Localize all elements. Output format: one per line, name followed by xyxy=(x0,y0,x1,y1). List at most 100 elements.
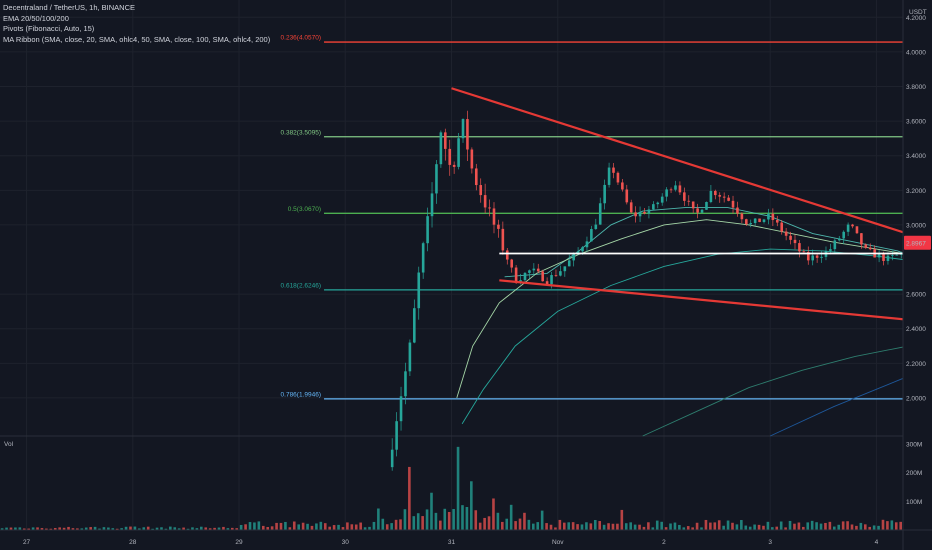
candle-body xyxy=(444,132,447,149)
volume-bar xyxy=(385,524,389,530)
candle-body xyxy=(784,231,788,236)
volume-bar xyxy=(894,522,898,530)
volume-bar xyxy=(306,523,309,530)
volume-bar xyxy=(266,527,270,530)
candle-body xyxy=(554,275,558,276)
volume-bar xyxy=(647,522,650,530)
volume-bar xyxy=(775,526,779,530)
volume-bar xyxy=(155,527,159,530)
volume-bar xyxy=(797,522,801,530)
volume-bar xyxy=(483,517,486,530)
volume-bar xyxy=(558,519,562,530)
volume-bar xyxy=(213,527,216,530)
candle-body xyxy=(435,164,438,194)
price-tick-label: 2.4000 xyxy=(906,326,926,333)
volume-bar xyxy=(102,527,106,530)
volume-bar xyxy=(833,526,836,530)
volume-bar xyxy=(53,527,57,530)
candle-body xyxy=(851,224,854,227)
price-axis-bg xyxy=(903,0,932,550)
volume-bar xyxy=(740,520,743,530)
time-tick-label: 3 xyxy=(768,539,772,546)
candle-body xyxy=(652,204,655,210)
volume-bar xyxy=(868,526,872,530)
candle-body xyxy=(505,250,509,260)
candle-body xyxy=(780,222,784,232)
candle-body xyxy=(647,209,651,214)
candle-body xyxy=(846,224,850,232)
volume-bar xyxy=(408,466,411,530)
candle-body xyxy=(820,256,823,258)
fib-label: 0.5(3.0670) xyxy=(288,206,321,213)
indicator-pivots[interactable]: Pivots (Fibonacci, Auto, 15) xyxy=(3,24,95,33)
candle-body xyxy=(837,238,841,241)
volume-bar xyxy=(425,509,429,530)
volume-bar xyxy=(40,528,44,530)
candle-body xyxy=(864,244,868,248)
volume-bar xyxy=(545,523,548,530)
volume-bar xyxy=(576,524,579,530)
volume-bar xyxy=(49,528,53,530)
candle-body xyxy=(643,211,646,214)
candle-body xyxy=(501,228,505,251)
candle-body xyxy=(811,255,814,261)
candle-body xyxy=(528,270,531,273)
fib-label: 0.236(4.0570) xyxy=(281,35,321,42)
candle-body xyxy=(714,190,717,196)
volume-bar xyxy=(709,522,712,530)
volume-bar xyxy=(381,518,385,530)
trendlines[interactable] xyxy=(451,87,932,349)
candle-body xyxy=(413,308,416,343)
volume-bar xyxy=(71,528,75,530)
volume-bar xyxy=(735,524,739,530)
volume-bar xyxy=(111,528,115,530)
volume-bar xyxy=(731,522,734,530)
volume-bar xyxy=(279,522,283,530)
candle-body xyxy=(470,149,474,169)
candle-body xyxy=(399,396,403,422)
volume-bar xyxy=(217,527,221,530)
candle-body xyxy=(567,260,571,267)
candle-body xyxy=(497,224,500,229)
volume-bar xyxy=(611,523,615,530)
time-tick-label: 30 xyxy=(342,539,350,546)
volume-bar xyxy=(399,519,402,530)
indicator-ema[interactable]: EMA 20/50/100/200 xyxy=(3,13,69,23)
volume-bar xyxy=(824,522,827,530)
volume-bar xyxy=(474,510,478,530)
volume-bar xyxy=(757,524,761,530)
volume-label: Vol xyxy=(4,441,14,448)
volume-bar xyxy=(359,522,362,530)
candle-body xyxy=(488,207,491,209)
candle-body xyxy=(607,167,611,185)
candle-body xyxy=(452,164,456,167)
trendline xyxy=(451,87,932,243)
symbol-title[interactable]: Decentraland / TetherUS, 1h, BINANCE xyxy=(3,3,136,12)
indicator-ma-ribbon[interactable]: MA Ribbon (SMA, close, 20, SMA, ohlc4, 5… xyxy=(3,34,271,44)
candle-body xyxy=(492,208,496,225)
volume-bar xyxy=(354,524,358,530)
volume-bar xyxy=(129,526,132,530)
volume-bar xyxy=(501,521,504,530)
volume-bar xyxy=(815,522,818,530)
volume-bar xyxy=(532,523,535,530)
volume-bar xyxy=(443,508,447,530)
candle-body xyxy=(590,229,593,242)
volume-bar xyxy=(62,527,66,530)
volume-bar xyxy=(115,528,119,530)
volume-bar xyxy=(766,521,770,530)
volume-bar xyxy=(142,527,146,530)
volume-bar xyxy=(859,522,863,530)
candle-body xyxy=(621,182,624,190)
candle-body xyxy=(430,193,434,217)
volume-bar xyxy=(810,520,814,530)
candle-body xyxy=(598,203,602,225)
candle-body xyxy=(545,281,549,285)
volume-bar xyxy=(186,528,190,530)
volume-bar xyxy=(439,520,442,530)
volume-bar xyxy=(691,527,694,530)
volume-bar xyxy=(421,516,424,530)
